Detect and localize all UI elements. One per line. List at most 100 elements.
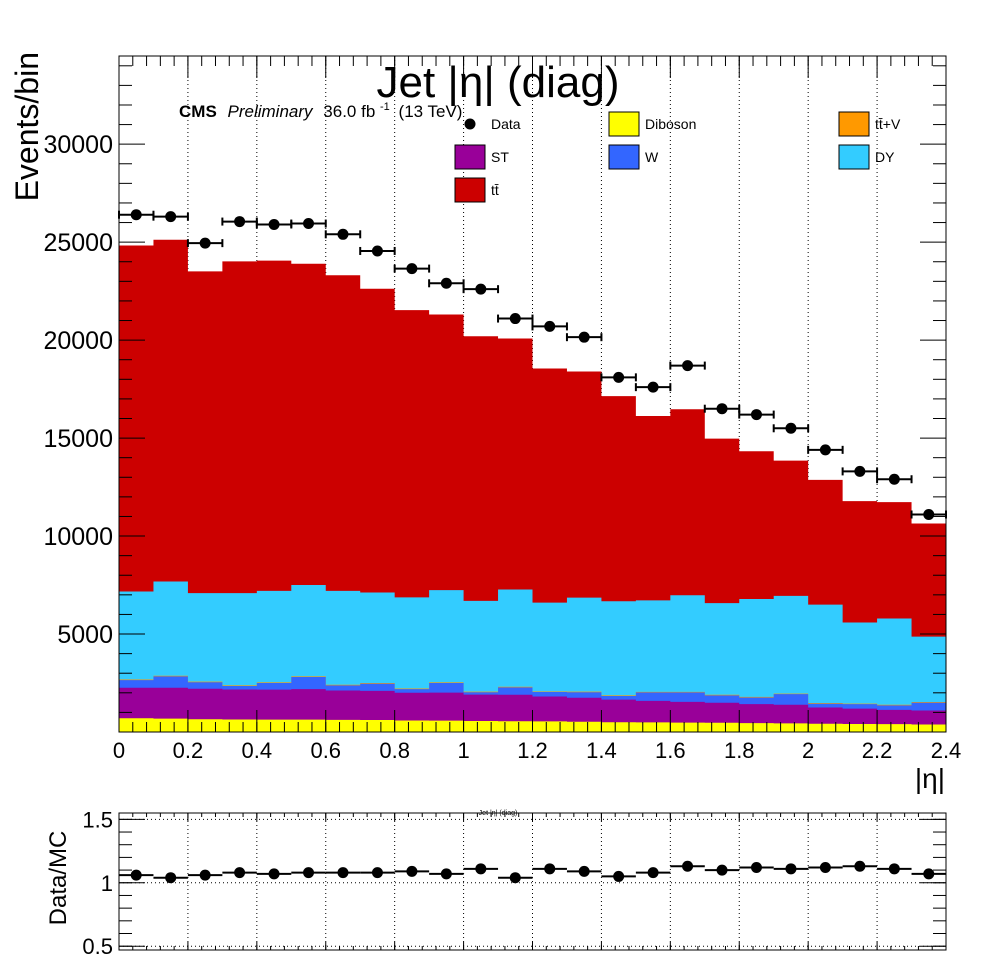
x-tick-label: 1.4 bbox=[586, 738, 617, 763]
y-tick-label: 25000 bbox=[43, 229, 113, 257]
ratio-point bbox=[268, 868, 280, 880]
legend-label-diboson: Diboson bbox=[645, 116, 696, 132]
ratio-point bbox=[854, 860, 866, 872]
ratio-point bbox=[613, 870, 625, 882]
data-point bbox=[578, 331, 590, 343]
data-point bbox=[199, 237, 211, 249]
data-point bbox=[647, 381, 659, 393]
data-point bbox=[268, 219, 280, 231]
data-point bbox=[234, 216, 246, 228]
preliminary-text: Preliminary bbox=[228, 102, 315, 121]
cms-text: CMS bbox=[179, 102, 217, 121]
ratio-point bbox=[509, 872, 521, 884]
ratio-point bbox=[440, 868, 452, 880]
ratio-point bbox=[578, 865, 590, 877]
ratio-y-label: Data/MC bbox=[45, 831, 72, 926]
ratio-point bbox=[475, 863, 487, 875]
data-point bbox=[406, 263, 418, 275]
cms-label: CMS Preliminary 36.0 fb -1 (13 TeV) bbox=[179, 95, 462, 121]
legend-swatch-tt-v bbox=[838, 111, 870, 137]
ratio-point bbox=[130, 869, 142, 881]
ratio-point bbox=[234, 867, 246, 879]
ratio-point bbox=[371, 867, 383, 879]
legend-marker-data bbox=[464, 118, 476, 130]
x-tick-label: 0.4 bbox=[242, 738, 273, 763]
data-point bbox=[130, 209, 142, 221]
x-tick-label: 2.2 bbox=[862, 738, 893, 763]
main-grid bbox=[187, 56, 878, 732]
y-tick-label: 20000 bbox=[43, 327, 113, 355]
data-point bbox=[371, 245, 383, 257]
ratio-y-tick-label: 0.5 bbox=[82, 934, 113, 959]
y-tick-label: 5000 bbox=[57, 621, 113, 649]
ratio-point bbox=[544, 863, 556, 875]
data-point bbox=[854, 465, 866, 477]
stack-bars bbox=[119, 239, 946, 732]
x-tick-label: 1 bbox=[457, 738, 469, 763]
x-tick-label: 1.6 bbox=[655, 738, 686, 763]
ratio-point bbox=[682, 860, 694, 872]
legend-label-w: W bbox=[645, 149, 659, 165]
ratio-points bbox=[119, 860, 946, 884]
data-point bbox=[785, 422, 797, 434]
data-point bbox=[337, 228, 349, 240]
ratio-y-tick-label: 1 bbox=[101, 871, 113, 896]
legend-swatch-diboson bbox=[608, 111, 640, 137]
data-point bbox=[544, 320, 556, 332]
data-point bbox=[682, 360, 694, 372]
data-point bbox=[888, 473, 900, 485]
ratio-point bbox=[647, 867, 659, 879]
x-tick-label: 2.4 bbox=[931, 738, 962, 763]
data-point bbox=[613, 371, 625, 383]
ratio-point bbox=[785, 863, 797, 875]
x-tick-label: 0.8 bbox=[379, 738, 410, 763]
x-tick-label: 1.2 bbox=[517, 738, 548, 763]
ratio-point bbox=[923, 868, 935, 880]
legend-label-dy: DY bbox=[875, 149, 895, 165]
legend-label-tt-v: tt̄+V bbox=[875, 116, 901, 132]
y-axis-label: Events/bin bbox=[9, 52, 45, 201]
y-tick-label: 15000 bbox=[43, 425, 113, 453]
legend-label-tt-: tt̄ bbox=[491, 182, 499, 198]
legend: Data Diboson tt̄+V ST W DY tt̄ bbox=[454, 111, 901, 203]
ratio-grid bbox=[119, 813, 946, 950]
ratio-point bbox=[337, 867, 349, 879]
ratio-point bbox=[819, 862, 831, 874]
legend-swatch-tt- bbox=[454, 177, 486, 203]
ratio-point bbox=[165, 872, 177, 884]
x-axis-label: |η| bbox=[915, 763, 945, 794]
ratio-point bbox=[199, 869, 211, 881]
ratio-title: Jet |η| (diag) bbox=[479, 810, 518, 817]
data-point bbox=[475, 283, 487, 295]
x-tick-label: 0.6 bbox=[310, 738, 341, 763]
x-tick-label: 2 bbox=[802, 738, 814, 763]
ratio-point bbox=[303, 867, 315, 879]
main-title: Jet |η| (diag) bbox=[377, 58, 620, 107]
y-tick-label: 30000 bbox=[43, 131, 113, 159]
y-tick-label: 10000 bbox=[43, 523, 113, 551]
data-points bbox=[118, 209, 947, 521]
ratio-axes: 0.5 1 1.5 bbox=[82, 807, 947, 959]
x-tick-label: 0.2 bbox=[173, 738, 204, 763]
x-tick-label: 1.8 bbox=[724, 738, 755, 763]
legend-swatch-st bbox=[454, 144, 486, 170]
legend-label-st: ST bbox=[491, 149, 509, 165]
main-axes: 0 0.2 0.4 0.6 0.8 1 1.2 1.4 1.6 1.8 2 2.2 2.4 5000 100… bbox=[43, 55, 962, 763]
data-point bbox=[819, 444, 831, 456]
legend-label-data: Data bbox=[491, 116, 521, 132]
ratio-point bbox=[406, 865, 418, 877]
energy-text: (13 TeV) bbox=[399, 102, 463, 121]
ratio-point bbox=[716, 864, 728, 876]
data-point bbox=[165, 211, 177, 223]
data-point bbox=[509, 313, 521, 325]
data-point bbox=[923, 509, 935, 521]
lumi-text: 36.0 fb bbox=[323, 102, 375, 121]
data-point bbox=[303, 218, 315, 230]
legend-swatch-w bbox=[608, 144, 640, 170]
data-point bbox=[750, 409, 762, 421]
legend-swatch-dy bbox=[838, 144, 870, 170]
x-tick-label: 0 bbox=[113, 738, 125, 763]
data-point bbox=[716, 403, 728, 415]
